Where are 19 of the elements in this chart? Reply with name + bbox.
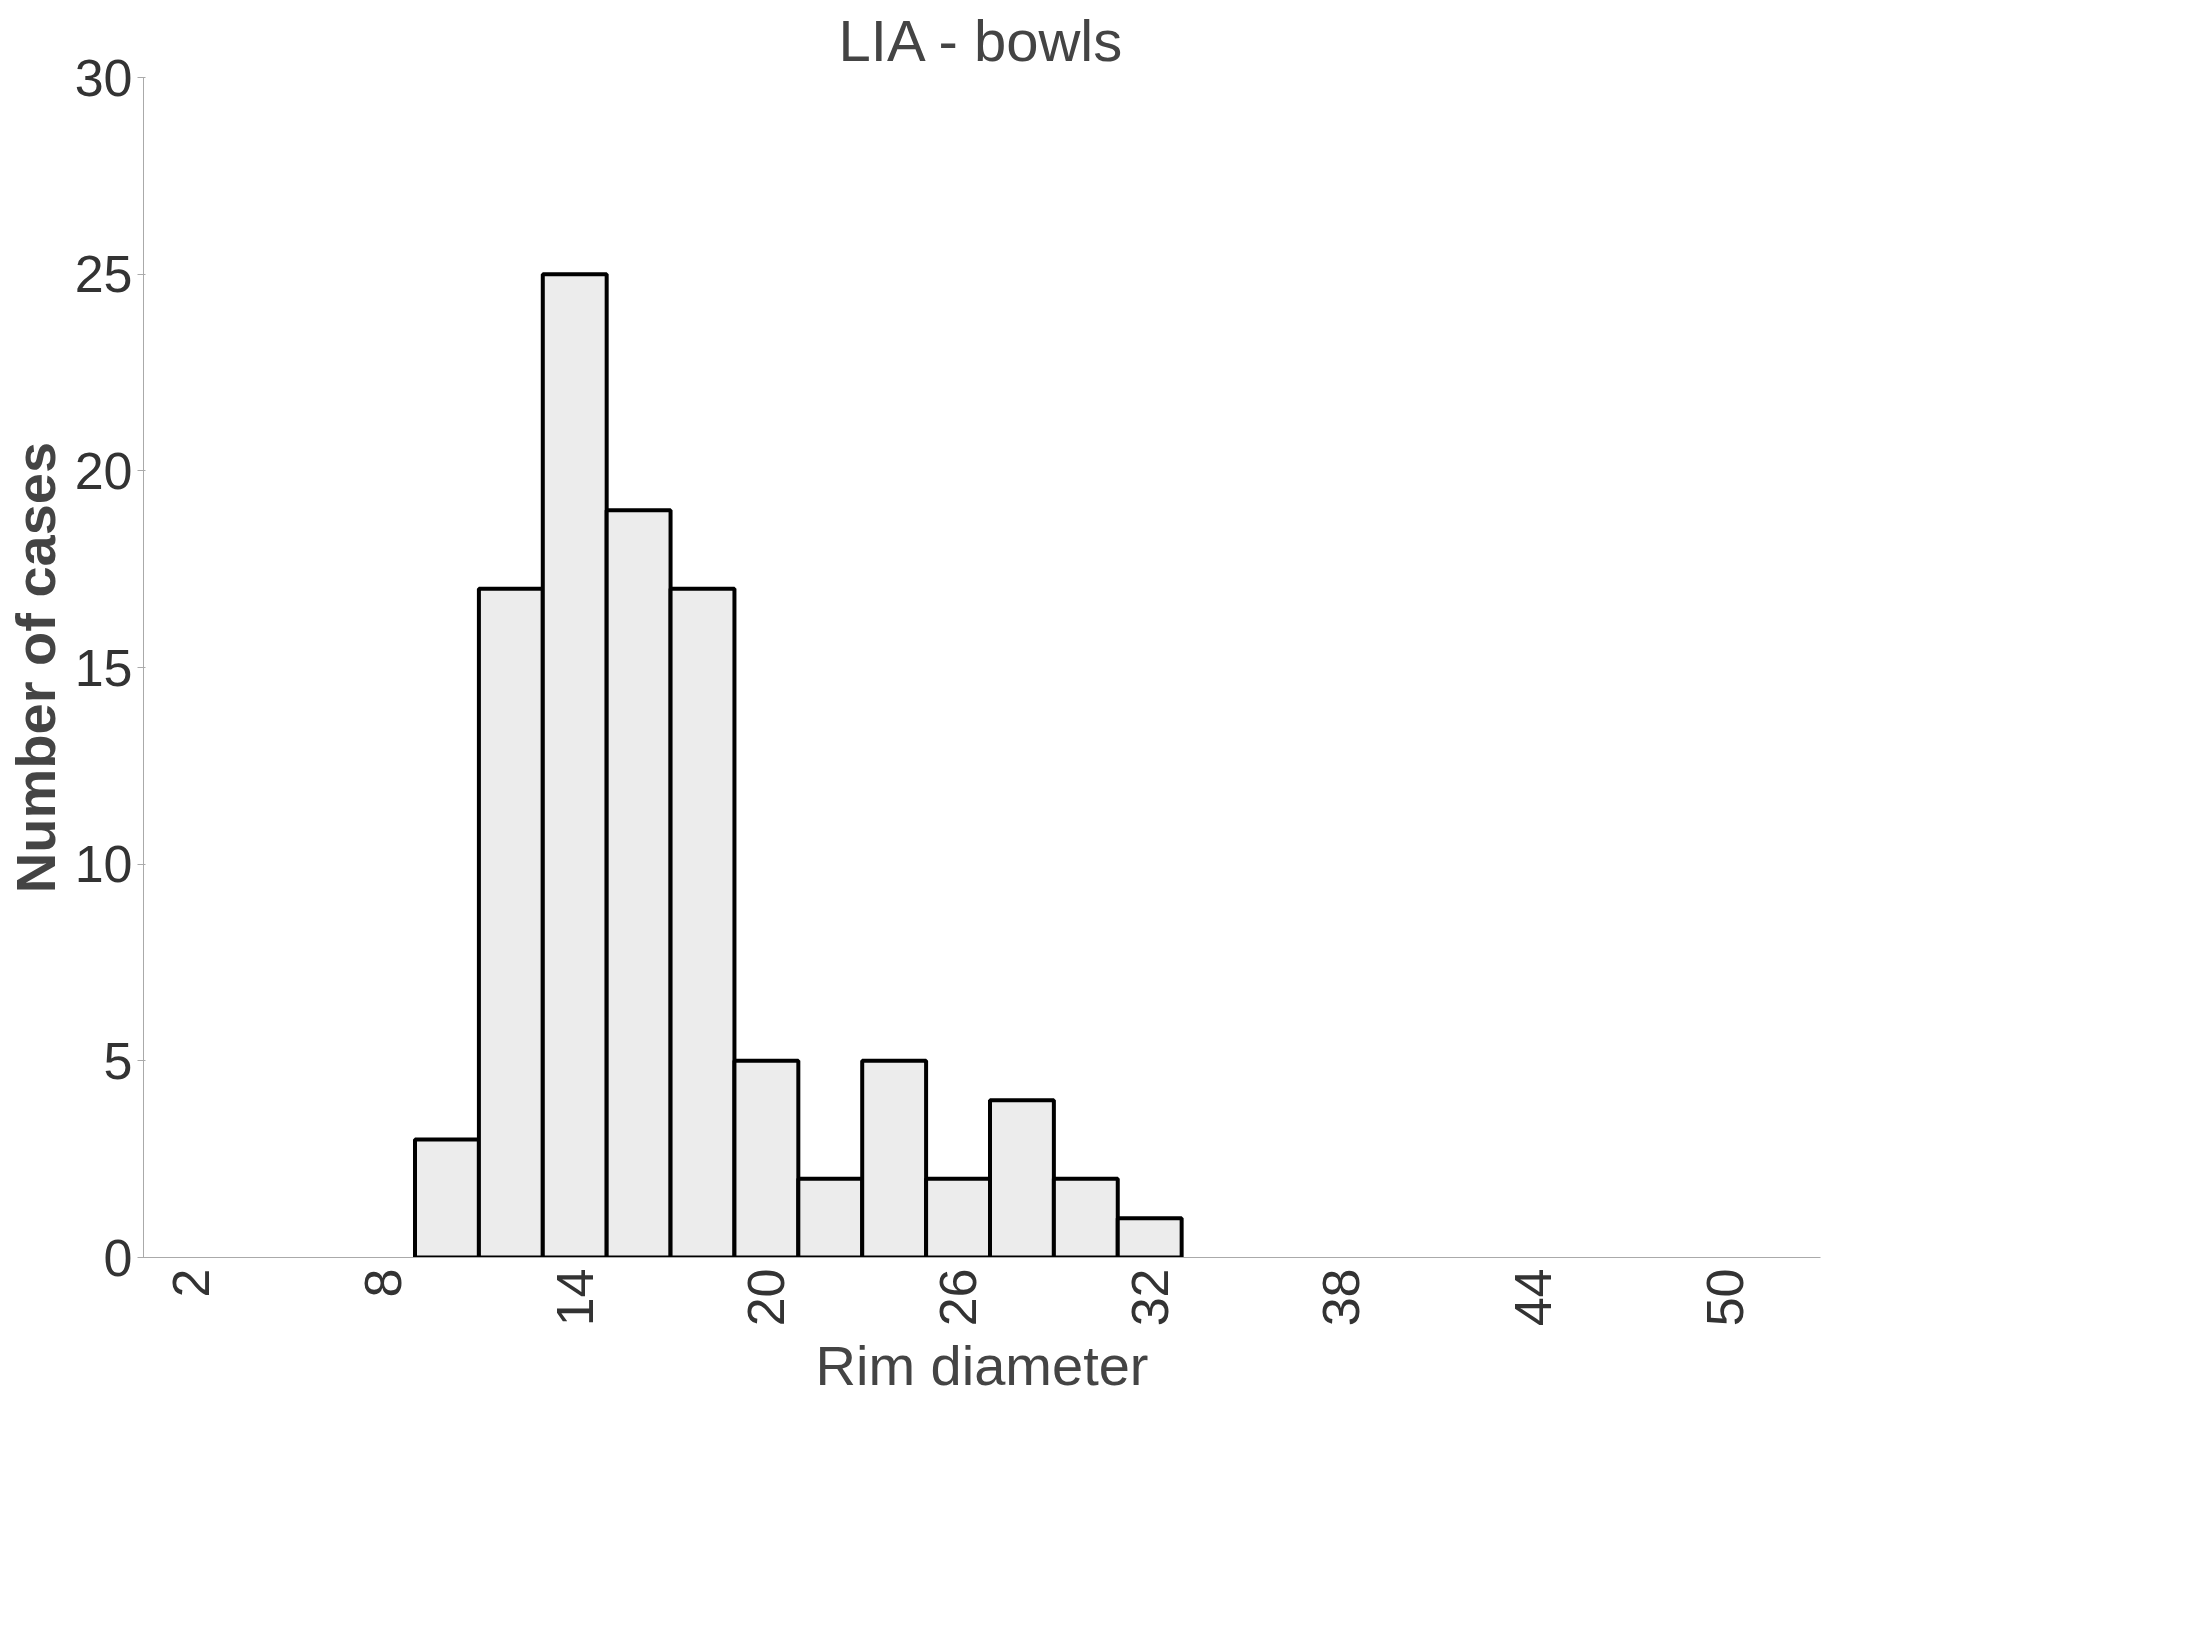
x-tick-label: 50 xyxy=(1695,1268,1754,1327)
x-axis-title: Rim diameter xyxy=(815,1334,1149,1398)
x-tick-label: 2 xyxy=(162,1268,221,1298)
x-tick-label: 32 xyxy=(1120,1268,1179,1327)
y-tick-label: 5 xyxy=(103,1031,133,1090)
y-tick-label: 25 xyxy=(74,245,133,304)
y-axis-title: Number of cases xyxy=(3,441,67,894)
y-tick-label: 0 xyxy=(103,1228,133,1287)
y-tick-label: 20 xyxy=(74,441,133,500)
x-tick-label: 20 xyxy=(737,1268,796,1327)
y-tick-label: 15 xyxy=(74,638,133,697)
x-tick-label: 26 xyxy=(929,1268,988,1327)
x-tick-label: 38 xyxy=(1312,1268,1371,1327)
y-tick-label: 10 xyxy=(74,835,133,894)
x-tick-label: 44 xyxy=(1504,1268,1563,1327)
x-tick-label: 8 xyxy=(354,1268,413,1298)
chart-title: LIA - bowls xyxy=(838,7,1123,73)
y-tick-label: 30 xyxy=(74,48,133,107)
x-tick-label: 14 xyxy=(545,1268,604,1327)
